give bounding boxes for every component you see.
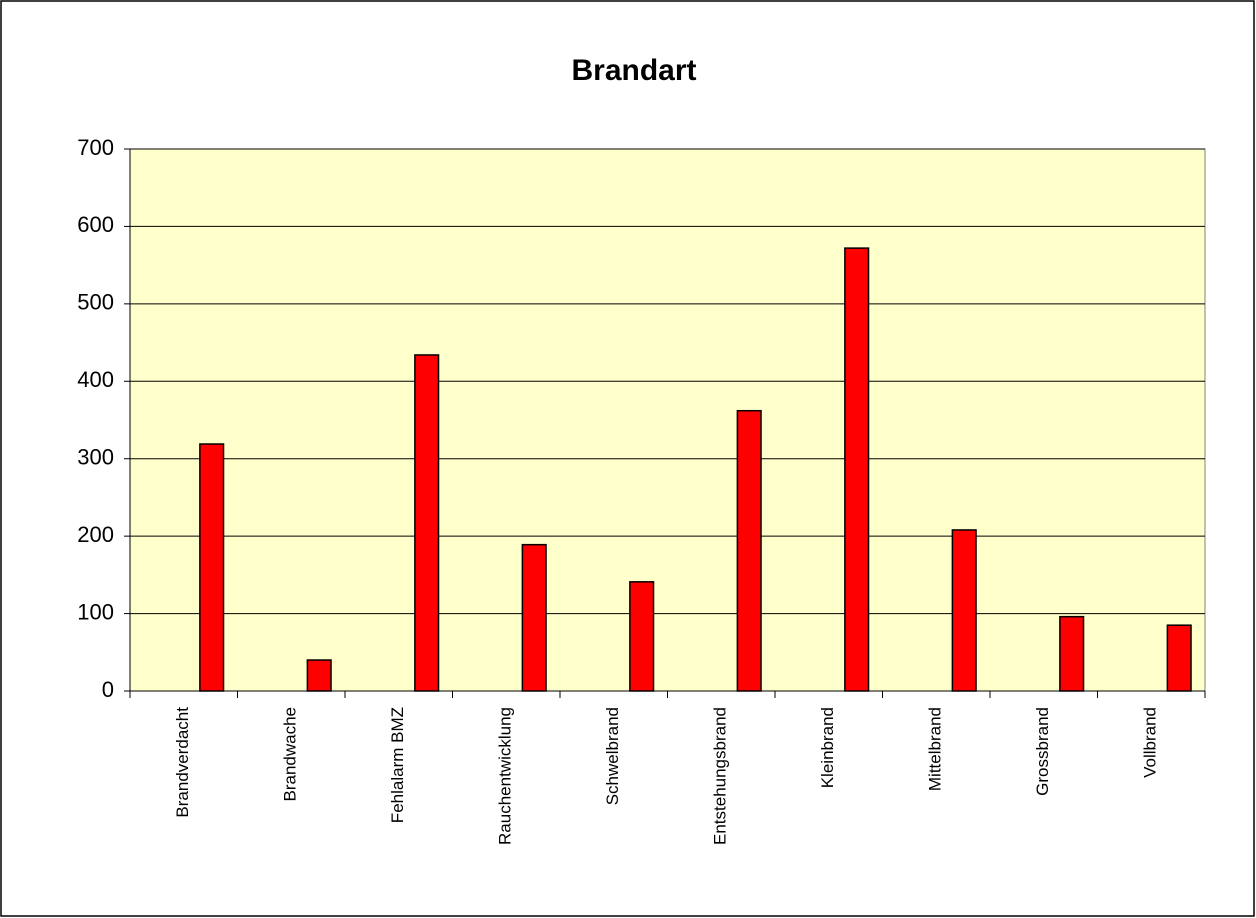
plot-area <box>129 148 1206 692</box>
x-tick-label: Schwelbrand <box>603 707 622 805</box>
x-tick-label: Vollbrand <box>1141 707 1160 778</box>
bar <box>521 543 547 692</box>
bar <box>414 354 440 692</box>
bar <box>1166 624 1192 692</box>
x-tick-label: Mittelbrand <box>926 707 945 791</box>
y-tick-label: 600 <box>77 212 114 237</box>
y-tick-label: 400 <box>77 367 114 392</box>
x-tick-label: Brandverdacht <box>173 707 192 818</box>
bar <box>951 529 977 692</box>
y-tick-label: 100 <box>77 599 114 624</box>
x-tick-label: Entstehungsbrand <box>711 707 730 845</box>
x-tick-label: Grossbrand <box>1033 707 1052 796</box>
y-tick-label: 0 <box>102 677 114 702</box>
bar <box>1059 615 1085 692</box>
x-tick-label: Rauchentwicklung <box>496 707 515 845</box>
bar <box>306 659 332 692</box>
y-tick-label: 500 <box>77 290 114 315</box>
bar <box>844 247 870 692</box>
y-tick-label: 700 <box>77 135 114 160</box>
chart-title: Brandart <box>571 54 696 87</box>
x-tick-label: Brandwache <box>281 707 300 802</box>
bar <box>199 443 225 692</box>
x-tick-label: Kleinbrand <box>818 707 837 788</box>
y-tick-label: 200 <box>77 522 114 547</box>
bar <box>629 581 655 692</box>
x-tick-label: Fehlalarm BMZ <box>388 707 407 823</box>
bar <box>736 409 762 692</box>
y-tick-label: 300 <box>77 445 114 470</box>
